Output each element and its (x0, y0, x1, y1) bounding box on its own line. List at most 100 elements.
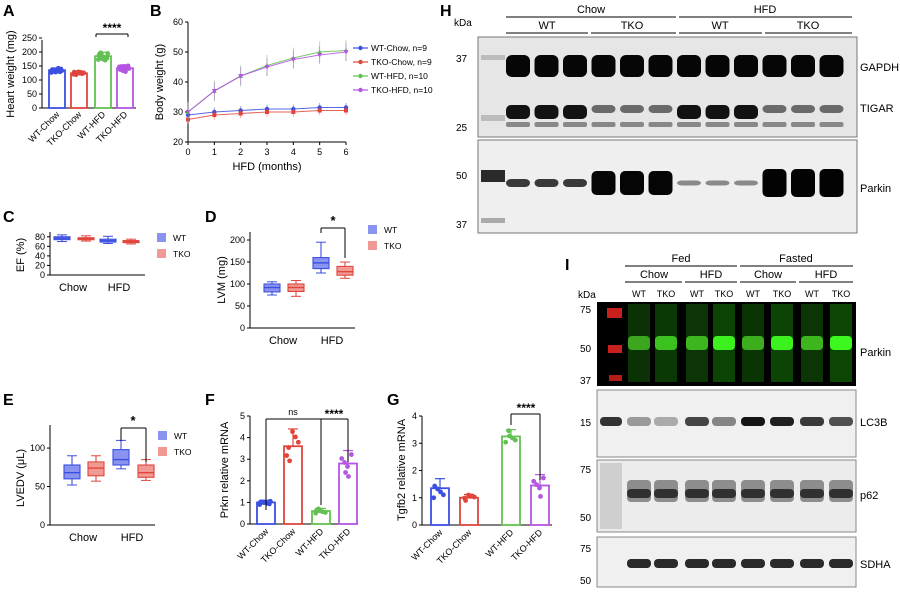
panel-h-marker-25: 25 (456, 123, 468, 134)
panel-a-ytick-label: 100 (22, 75, 37, 85)
lane-label: TKO (832, 289, 851, 299)
panel-b-ytick-label: 60 (173, 17, 183, 27)
panel-a-ylabel: Heart weight (mg) (5, 30, 17, 117)
panel-e: E 0 50 100 Chow HFD LVEDV (μL) WT TKO * (3, 392, 192, 544)
band-sdha (685, 559, 709, 568)
data-dot (507, 433, 512, 439)
band-p62 (627, 489, 651, 498)
band-tigar (819, 105, 844, 113)
panel-e-significance: * (130, 413, 136, 428)
panel-b-ytick-label: 40 (173, 77, 183, 87)
panel-i-marker-15: 15 (580, 418, 592, 429)
band-parkin (762, 169, 787, 197)
panel-d-ylabel: LVM (mg) (216, 256, 228, 303)
band-parkin (791, 169, 815, 197)
panel-i-diet-chow-2: Chow (754, 269, 782, 281)
series-point (238, 74, 244, 79)
band-tigar (591, 105, 616, 113)
lane-label: WT (632, 289, 646, 299)
lane-label: WT (690, 289, 704, 299)
band-sdha (800, 559, 824, 568)
band-tigar (506, 105, 530, 119)
panel-letter-i: I (565, 257, 569, 274)
data-dot (117, 67, 123, 72)
legend-swatch (368, 241, 377, 250)
legend-marker (358, 87, 363, 93)
band-sdha (770, 559, 794, 568)
box-TKO (87, 461, 105, 477)
band-gapdh (819, 55, 844, 77)
data-dot (440, 492, 446, 498)
xtick-label: Chow (59, 282, 87, 294)
panel-letter-h: H (440, 3, 452, 20)
data-dot (432, 483, 438, 489)
legend-swatch (368, 225, 377, 234)
panel-b-ytick-label: 20 (173, 137, 183, 147)
series-point (212, 113, 217, 117)
band-tigar-lower (591, 122, 616, 127)
panel-f-sig-stars: **** (325, 407, 344, 421)
panel-i-group-fed: Fed (672, 253, 691, 265)
bar-TKO-Chow (459, 496, 479, 526)
ytick-label: 0 (240, 323, 245, 333)
panel-a-ytick-label: 150 (22, 61, 37, 71)
lane-label: WT (805, 289, 819, 299)
panel-g-ytick-label: 3 (412, 438, 417, 448)
band-sdha (627, 559, 651, 568)
series-point (290, 57, 296, 63)
data-dot (531, 478, 537, 484)
panel-letter-d: D (205, 209, 217, 226)
panel-b-xtick-label: 6 (343, 147, 348, 157)
panel-i: I kDa Fed Fasted Chow HFD Chow HFD WT TKO… (565, 253, 891, 588)
band-p62 (654, 489, 678, 498)
panel-h-kda: kDa (454, 18, 472, 29)
ytick-label: 40 (35, 251, 45, 261)
data-dot (540, 475, 546, 481)
panel-i-kda: kDa (578, 290, 596, 301)
band-tigar-lower (563, 122, 587, 127)
band-p62 (770, 489, 794, 498)
panel-g-ytick-label: 1 (412, 493, 417, 503)
legend-label: WT-HFD, n=10 (371, 71, 428, 81)
data-dot (314, 507, 320, 513)
panel-letter-a: A (3, 3, 15, 20)
band-p62 (685, 489, 709, 498)
band-parkin (591, 171, 616, 195)
band-parkin-main (655, 336, 677, 350)
band-tigar (648, 105, 673, 113)
data-dot (506, 428, 511, 434)
panel-f-ytick-label: 3 (240, 454, 245, 464)
band-tigar-lower (648, 122, 673, 127)
band-tigar (563, 105, 587, 119)
box-WT (63, 464, 81, 480)
band-tigar (734, 105, 758, 119)
band-tigar (705, 105, 730, 119)
xtick-label: Chow (69, 532, 97, 544)
band-sdha (654, 559, 678, 568)
data-dot (503, 439, 509, 445)
panel-h-marker-50: 50 (456, 171, 468, 182)
series-point (185, 110, 191, 115)
band-lc3b (829, 417, 853, 426)
band-gapdh (506, 55, 530, 77)
data-dot (537, 485, 542, 491)
band-gapdh (620, 55, 644, 77)
band-gapdh (563, 55, 587, 77)
band-p62 (712, 489, 736, 498)
panel-i-marker-75: 75 (580, 305, 592, 316)
legend-marker (358, 59, 363, 65)
panel-i-marker-50: 50 (580, 344, 592, 355)
band-tigar (534, 105, 559, 119)
ytick-label: 20 (35, 260, 45, 270)
legend-swatch (158, 447, 167, 456)
band-parkin-main (830, 336, 852, 350)
panel-h-group-hfd: HFD (754, 4, 777, 16)
band-tigar-lower (791, 122, 815, 127)
ytick-label: 50 (235, 301, 245, 311)
blot-gapdh-tigar (477, 36, 858, 138)
legend-label: WT-Chow, n=9 (371, 43, 427, 53)
band-lc3b (685, 417, 709, 426)
band-tigar-lower (506, 122, 530, 127)
series-point (317, 53, 323, 58)
